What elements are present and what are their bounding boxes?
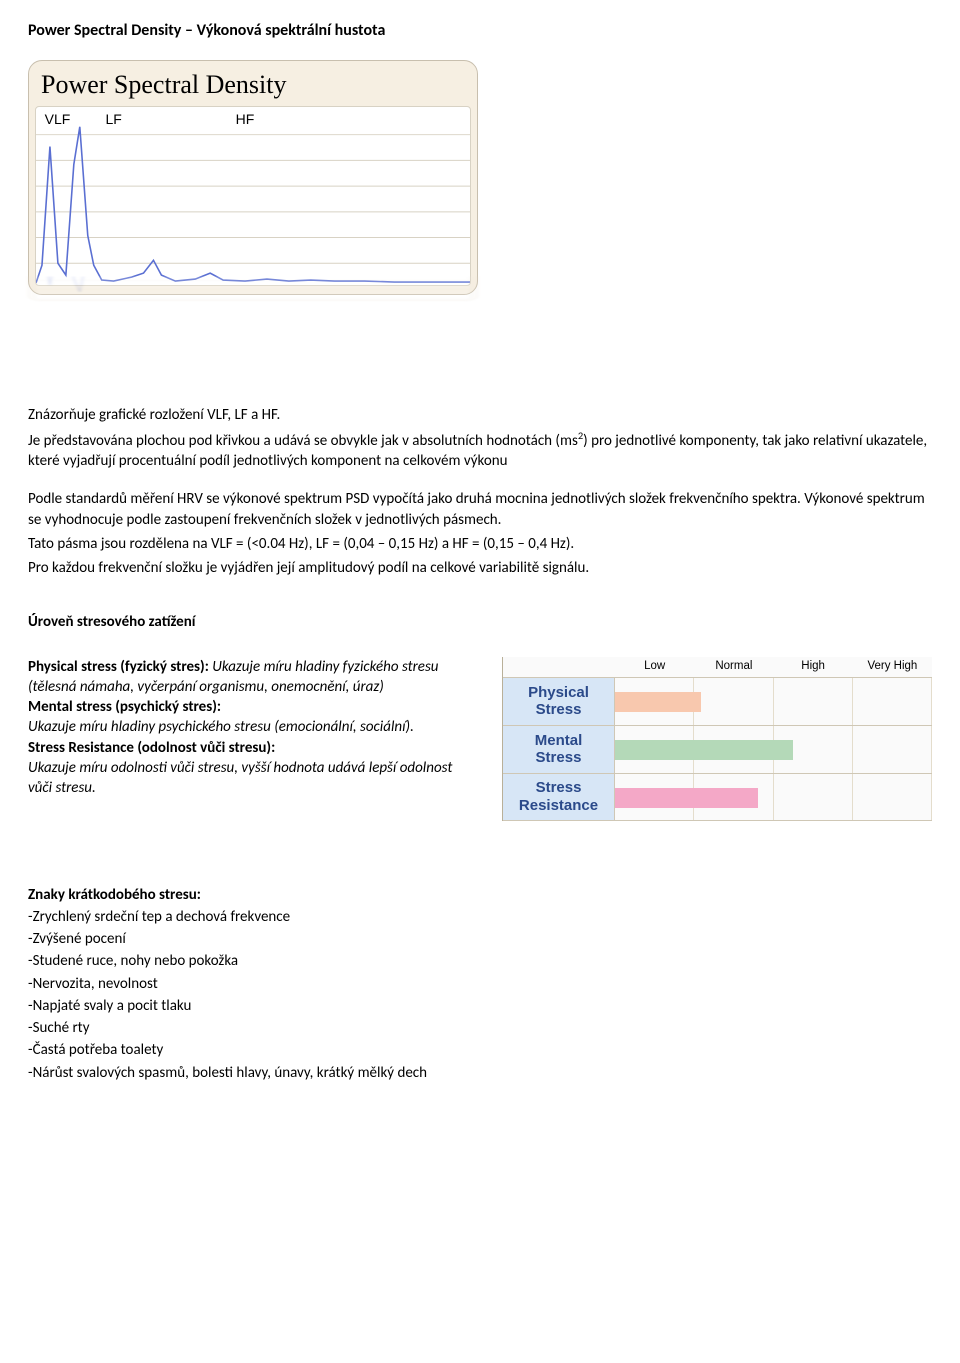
stress-widget: Low Normal High Very High PhysicalStress… bbox=[502, 657, 932, 821]
para-standards: Podle standardů měření HRV se výkonové s… bbox=[28, 489, 932, 530]
col-low: Low bbox=[615, 659, 694, 675]
col-veryhigh: Very High bbox=[853, 659, 932, 675]
sign-item: -Studené ruce, nohy nebo pokožka bbox=[28, 951, 932, 971]
intro-line1: Znázorňuje grafické rozložení VLF, LF a … bbox=[28, 405, 932, 425]
stress-bar-area bbox=[615, 678, 932, 725]
col-normal: Normal bbox=[694, 659, 773, 675]
band-label-vlf: VLF bbox=[45, 110, 71, 129]
para-amplitude: Pro každou frekvenční složku je vyjádřen… bbox=[28, 558, 932, 578]
psd-chart-plot: VLF LF HF bbox=[35, 106, 471, 286]
stress-resistance-desc: Ukazuje míru odolnosti vůči stresu, vyšš… bbox=[28, 758, 478, 799]
stress-row-label: MentalStress bbox=[503, 726, 615, 773]
physical-stress-label: Physical stress (fyzický stres): bbox=[28, 658, 212, 676]
stress-bar-area bbox=[615, 726, 932, 773]
stress-row-label: PhysicalStress bbox=[503, 678, 615, 725]
signs-heading: Znaky krátkodobého stresu: bbox=[28, 885, 932, 905]
band-label-lf: LF bbox=[105, 110, 121, 129]
psd-chart-reflection bbox=[28, 276, 478, 301]
short-term-stress-signs: Znaky krátkodobého stresu: -Zrychlený sr… bbox=[28, 885, 932, 1083]
stress-row: PhysicalStress bbox=[503, 677, 932, 725]
stress-bar bbox=[615, 692, 701, 712]
sign-item: -Nárůst svalových spasmů, bolesti hlavy,… bbox=[28, 1063, 932, 1083]
stress-resistance-label: Stress Resistance (odolnost vůči stresu)… bbox=[28, 738, 478, 758]
psd-chart-card: Power Spectral Density VLF LF HF bbox=[28, 60, 478, 295]
sign-item: -Suché rty bbox=[28, 1018, 932, 1038]
stress-bar-area bbox=[615, 774, 932, 820]
psd-svg bbox=[36, 107, 470, 285]
sign-item: -Zvýšené pocení bbox=[28, 929, 932, 949]
sign-item: -Nervozita, nevolnost bbox=[28, 974, 932, 994]
sign-item: -Zrychlený srdeční tep a dechová frekven… bbox=[28, 907, 932, 927]
stress-row-label: StressResistance bbox=[503, 774, 615, 820]
intro-line2-a: Je představována plochou pod křivkou a u… bbox=[28, 432, 578, 450]
heading-stress-level: Úroveň stresového zatížení bbox=[28, 612, 932, 632]
page-title: Power Spectral Density – Výkonová spektr… bbox=[28, 20, 932, 42]
stress-bar bbox=[615, 788, 758, 808]
mental-stress-label: Mental stress (psychický stres): bbox=[28, 697, 478, 717]
sign-item: -Častá potřeba toalety bbox=[28, 1040, 932, 1060]
para-bands: Tato pásma jsou rozdělena na VLF = (<0.0… bbox=[28, 534, 932, 554]
stress-description: Physical stress (fyzický stres): Ukazuje… bbox=[28, 657, 478, 799]
stress-row: MentalStress bbox=[503, 725, 932, 773]
psd-chart-title: Power Spectral Density bbox=[41, 67, 471, 102]
stress-bar bbox=[615, 740, 793, 760]
mental-stress-desc: Ukazuje míru hladiny psychického stresu … bbox=[28, 717, 478, 737]
stress-row: StressResistance bbox=[503, 773, 932, 821]
sign-item: -Napjaté svaly a pocit tlaku bbox=[28, 996, 932, 1016]
col-high: High bbox=[774, 659, 853, 675]
intro-line2: Je představována plochou pod křivkou a u… bbox=[28, 429, 932, 472]
stress-widget-header: Low Normal High Very High bbox=[503, 657, 932, 677]
band-label-hf: HF bbox=[236, 110, 255, 129]
